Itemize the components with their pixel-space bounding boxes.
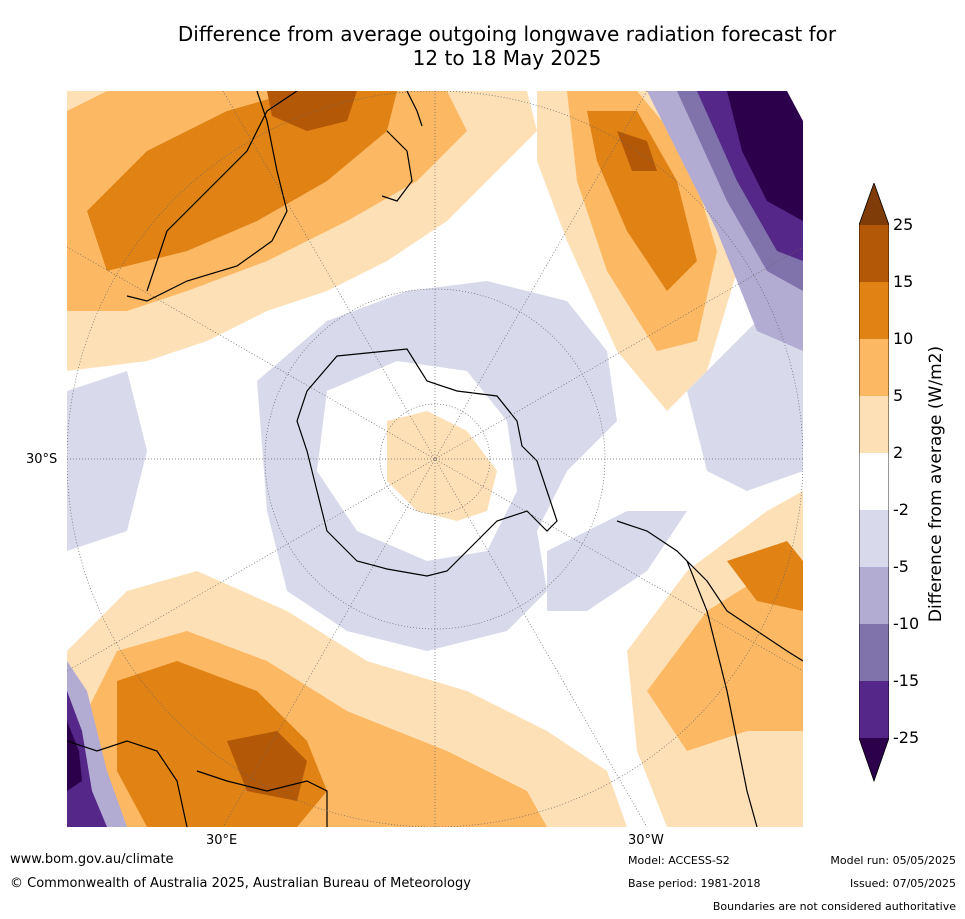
longitude-label-30w: 30°W [628, 833, 664, 848]
footer-copyright: © Commonwealth of Australia 2025, Austra… [10, 876, 471, 891]
footer-base-period: Base period: 1981-2018 [628, 877, 761, 890]
chart-title: Difference from average outgoing longwav… [67, 22, 947, 70]
colorbar-band-m15-m10 [859, 624, 889, 681]
colorbar-tick-15: 15 [893, 272, 914, 291]
colorbar-tick-m5: -5 [893, 557, 909, 576]
anomaly-brown-south [267, 91, 357, 131]
title-line-2: 12 to 18 May 2025 [412, 46, 602, 70]
colorbar-tick-m15: -15 [893, 671, 920, 690]
colorbar [859, 183, 889, 783]
colorbar-tick-5: 5 [893, 386, 904, 405]
anomaly-purple-sw-3 [67, 721, 82, 791]
colorbar-tick-m2: -2 [893, 500, 909, 519]
colorbar-tick-25: 25 [893, 215, 914, 234]
longitude-label-30e: 30°E [206, 833, 238, 848]
anomaly-light-purple-west [67, 371, 147, 551]
footer-model-run: Model run: 05/05/2025 [830, 854, 956, 867]
colorbar-band-m10-m5 [859, 567, 889, 624]
anomaly-light-purple-ring [257, 281, 617, 651]
south-america-coastline [616, 520, 803, 827]
colorbar-tick-2: 2 [893, 443, 904, 462]
footer-website: www.bom.gov.au/climate [10, 852, 174, 867]
antarctica-coastline [296, 348, 558, 577]
australia-coastline [126, 91, 298, 302]
colorbar-extend-bottom [859, 738, 889, 781]
anomaly-purple-east-4 [727, 91, 803, 221]
colorbar-tick-m10: -10 [893, 614, 920, 633]
title-line-1: Difference from average outgoing longwav… [177, 22, 837, 46]
anomaly-brown-southwest [227, 731, 307, 801]
anomaly-brown-east [617, 131, 657, 171]
latitude-label-30s: 30°S [26, 452, 58, 467]
anomaly-dark-orange-northeast [727, 541, 803, 611]
anomaly-light-purple-north [547, 511, 687, 611]
colorbar-outline [859, 183, 889, 783]
anomaly-orange-northeast [647, 561, 803, 751]
anomaly-light-orange-antarctica [387, 411, 497, 521]
colorbar-band-5-10 [859, 339, 889, 396]
colorbar-title: Difference from average (W/m2) [926, 345, 946, 623]
anomaly-light-purple-east [687, 311, 803, 491]
colorbar-extend-top [859, 183, 889, 225]
colorbar-band-15-25 [859, 225, 889, 282]
new-zealand-coastline [381, 91, 423, 202]
anomaly-purple-sw-2 [67, 691, 107, 827]
graticule [67, 91, 803, 827]
footer-model: Model: ACCESS-S2 [628, 854, 730, 867]
colorbar-band-neutral [859, 453, 889, 510]
colorbar-band-2-5 [859, 396, 889, 453]
anomaly-dark-orange-south [87, 91, 397, 271]
map-svg [67, 91, 803, 827]
colorbar-band-m25-m15 [859, 681, 889, 738]
colorbar-band-m5-m2 [859, 510, 889, 567]
footer-disclaimer: Boundaries are not considered authoritat… [712, 900, 956, 913]
map-panel [67, 91, 803, 827]
colorbar-tick-m25: -25 [893, 728, 920, 747]
footer-issued: Issued: 07/05/2025 [849, 877, 956, 890]
anomaly-dark-orange-east [587, 111, 697, 291]
colorbar-band-10-15 [859, 282, 889, 339]
africa-coastline [67, 740, 328, 827]
colorbar-tick-10: 10 [893, 329, 914, 348]
